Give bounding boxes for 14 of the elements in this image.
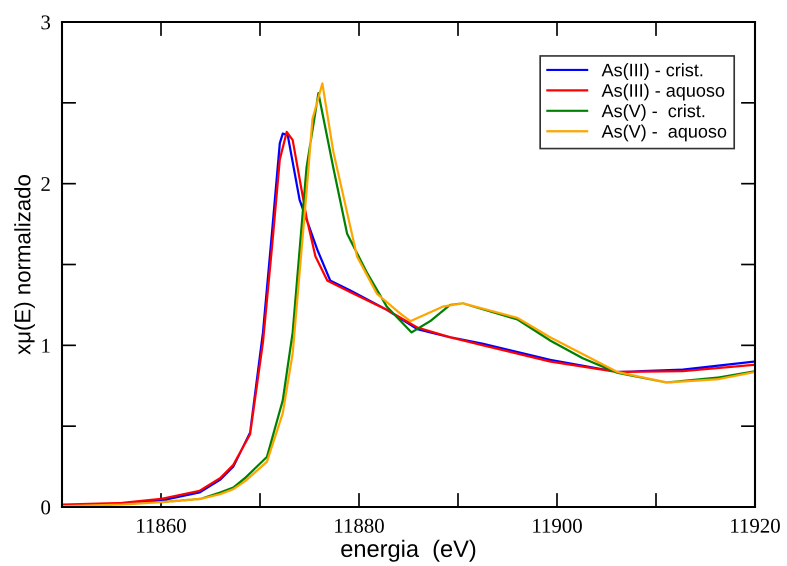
x-tick-label: 11920 — [731, 518, 780, 533]
legend-label: As(III) - crist. — [602, 63, 702, 80]
y-tick-label: 2 — [41, 177, 50, 191]
y-tick-label: 0 — [41, 500, 50, 514]
x-tick-label: 11880 — [335, 518, 384, 533]
y-axis-title: xμ(E) normalizado — [14, 175, 35, 355]
legend-label: As(III) - aquoso — [602, 84, 724, 100]
x-tick-label: 11900 — [533, 518, 582, 533]
legend-label: As(V) - crist. — [602, 104, 704, 121]
x-axis-title: energia (eV) — [341, 540, 476, 562]
y-tick-label: 1 — [42, 338, 50, 353]
x-tick-label: 11860 — [137, 518, 186, 533]
y-tick-label: 3 — [41, 15, 50, 30]
legend-label: As(V) - aquoso — [602, 124, 726, 142]
